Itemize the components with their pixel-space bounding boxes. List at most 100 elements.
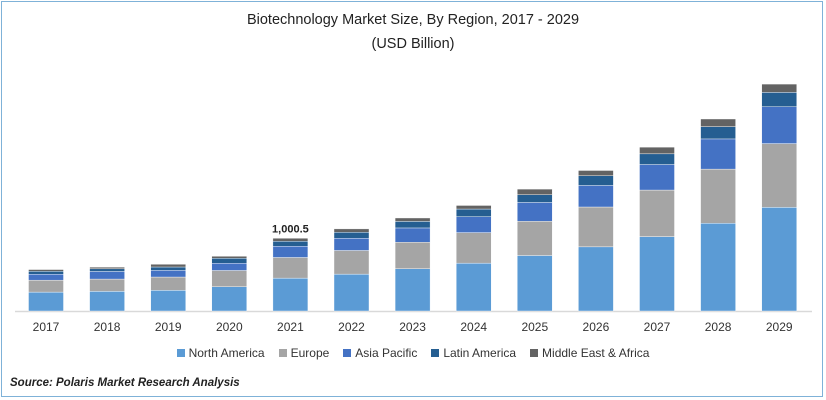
bar-segment-europe-2021	[272, 257, 309, 279]
bar-segment-europe-2019	[150, 276, 186, 291]
x-tick-label: 2024	[460, 320, 487, 334]
bar-segment-north-america-2027	[639, 236, 675, 312]
x-tick-label: 2019	[155, 320, 182, 334]
bar-segment-europe-2023	[394, 242, 431, 269]
legend-label: Asia Pacific	[355, 346, 418, 360]
legend-item: Latin America	[431, 346, 516, 360]
bar-segment-north-america-2018	[89, 291, 125, 312]
x-tick-label: 2029	[766, 320, 793, 334]
bar-segment-latin-america-2029	[761, 92, 797, 107]
x-tick-label: 2020	[216, 320, 243, 334]
bar-segment-north-america-2028	[700, 223, 736, 312]
legend: North America Europe Asia Pacific Latin Ame…	[0, 346, 826, 360]
x-tick-label: 2023	[399, 320, 426, 334]
bar-segment-north-america-2020	[211, 286, 248, 312]
bar-segment-europe-2017	[28, 279, 64, 293]
legend-swatch	[176, 349, 185, 357]
bar-segment-latin-america-2024	[456, 208, 492, 217]
bar-segment-europe-2029	[761, 143, 797, 208]
legend-item: Asia Pacific	[343, 346, 417, 360]
bar-segment-middle-east-africa-2022	[333, 228, 370, 233]
bar-segment-middle-east-africa-2024	[456, 205, 492, 210]
bar-segment-asia-pacific-2023	[394, 227, 431, 243]
bar-segment-europe-2022	[333, 250, 370, 275]
legend-label: Latin America	[443, 346, 517, 360]
bar-segment-europe-2026	[578, 206, 614, 248]
bar-segment-middle-east-africa-2027	[639, 146, 675, 155]
bar-segment-middle-east-africa-2025	[517, 188, 553, 195]
bar-segment-middle-east-africa-2023	[394, 217, 431, 222]
x-tick-label: 2022	[338, 320, 365, 334]
bar-segment-asia-pacific-2020	[211, 263, 248, 271]
bar-segment-middle-east-africa-2017	[28, 269, 64, 272]
x-tick-label: 2028	[705, 320, 732, 334]
bar-segment-north-america-2029	[761, 207, 797, 312]
bar-segment-latin-america-2021	[272, 241, 309, 247]
bar-segment-latin-america-2019	[150, 266, 186, 271]
legend-swatch	[343, 349, 352, 357]
bar-segment-asia-pacific-2028	[700, 138, 736, 170]
x-tick-label: 2026	[583, 320, 610, 334]
legend-item: Europe	[278, 346, 330, 360]
legend-item: North America	[176, 346, 265, 360]
bar-segment-latin-america-2017	[28, 271, 64, 275]
bar-segment-middle-east-africa-2028	[700, 118, 736, 127]
bar-segment-latin-america-2027	[639, 153, 675, 165]
bar-segment-north-america-2022	[333, 273, 370, 312]
bar-segment-asia-pacific-2027	[639, 164, 675, 191]
bar-segment-north-america-2017	[28, 291, 64, 312]
chart-subtitle: (USD Billion)	[371, 36, 455, 52]
bar-segment-north-america-2023	[394, 268, 431, 312]
bar-segment-europe-2028	[700, 168, 736, 224]
bar-segment-latin-america-2020	[211, 258, 248, 264]
x-tick-label: 2017	[33, 320, 60, 334]
bar-segment-north-america-2024	[456, 262, 492, 312]
x-tick-label: 2018	[94, 320, 121, 334]
bar-segment-asia-pacific-2026	[578, 185, 614, 208]
bar-segment-europe-2027	[639, 189, 675, 237]
bar-segment-middle-east-africa-2019	[150, 264, 186, 268]
x-tick-label: 2025	[521, 320, 548, 334]
legend-item: Middle East & Africa	[530, 346, 649, 360]
x-tick-label: 2021	[277, 320, 304, 334]
bar-segment-europe-2024	[456, 232, 492, 264]
data-label: 1,000.5	[272, 223, 309, 235]
bar-segment-asia-pacific-2017	[28, 274, 64, 281]
bar-segment-north-america-2021	[272, 277, 309, 312]
bar-segment-europe-2020	[211, 270, 248, 287]
bar-segment-latin-america-2018	[89, 268, 125, 272]
bar-segment-asia-pacific-2018	[89, 271, 125, 280]
bar-segment-north-america-2019	[150, 290, 186, 312]
legend-label: Middle East & Africa	[542, 346, 650, 360]
bar-segment-middle-east-africa-2018	[89, 266, 125, 270]
bar-segment-asia-pacific-2024	[456, 216, 492, 233]
bar-segment-latin-america-2026	[578, 175, 614, 186]
legend-swatch	[431, 349, 440, 357]
bar-segment-north-america-2025	[517, 255, 553, 312]
bar-segment-latin-america-2025	[517, 194, 553, 203]
bar-segment-latin-america-2023	[394, 221, 431, 229]
bar-segment-latin-america-2022	[333, 232, 370, 239]
legend-swatch	[530, 349, 539, 357]
bar-segment-europe-2018	[89, 278, 125, 292]
legend-label: North America	[188, 346, 265, 360]
x-tick-label: 2027	[644, 320, 671, 334]
bar-segment-middle-east-africa-2020	[211, 256, 248, 259]
bar-segment-europe-2025	[517, 221, 553, 256]
legend-swatch	[278, 349, 287, 357]
source-note: Source: Polaris Market Research Analysis	[10, 377, 240, 389]
bar-segment-asia-pacific-2029	[761, 106, 797, 144]
bar-segment-asia-pacific-2019	[150, 270, 186, 278]
bar-segment-latin-america-2028	[700, 126, 736, 140]
bar-segment-middle-east-africa-2021	[272, 238, 309, 242]
bar-segment-asia-pacific-2025	[517, 202, 553, 222]
legend-label: Europe	[290, 346, 330, 360]
bar-segment-asia-pacific-2021	[272, 245, 309, 258]
bar-segment-middle-east-africa-2026	[578, 170, 614, 176]
bar-segment-asia-pacific-2022	[333, 237, 370, 251]
bar-segment-middle-east-africa-2029	[761, 83, 797, 93]
bar-segment-north-america-2026	[578, 246, 614, 312]
chart-title: Biotechnology Market Size, By Region, 20…	[246, 12, 580, 28]
